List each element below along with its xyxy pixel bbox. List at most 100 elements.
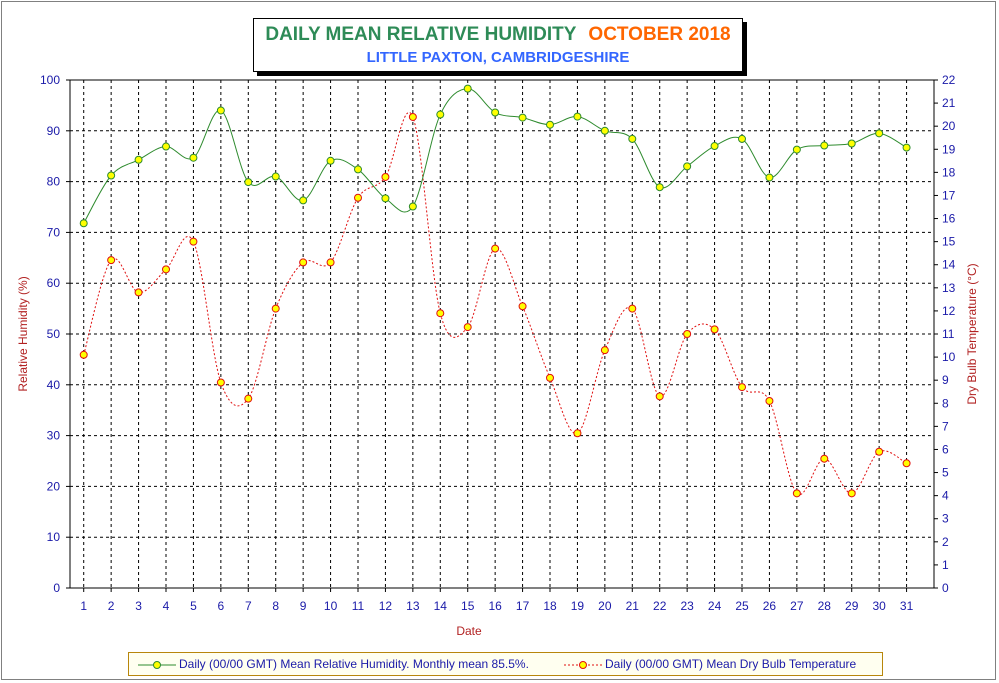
legend-humidity-label: Daily (00/00 GMT) Mean Relative Humidity… xyxy=(179,657,529,671)
temperature-point xyxy=(738,383,746,392)
humidity-point xyxy=(271,172,280,181)
x-tick-label: 2 xyxy=(108,599,115,613)
humidity-point xyxy=(792,145,801,154)
y-tick-label-right: 7 xyxy=(942,419,949,433)
humidity-point xyxy=(518,113,527,122)
y-tick-label-right: 5 xyxy=(942,466,949,480)
temperature-point xyxy=(216,378,225,387)
y-axis-label-right: Dry Bulb Temperature (°C) xyxy=(965,263,979,404)
temperature-point xyxy=(107,256,116,265)
temperature-point xyxy=(573,429,582,438)
x-tick-label: 8 xyxy=(272,599,279,613)
y-tick-label-left: 100 xyxy=(40,73,60,87)
humidity-point xyxy=(134,155,143,164)
x-tick-label: 14 xyxy=(434,599,448,613)
humidity-point xyxy=(820,141,829,150)
temperature-point xyxy=(299,258,308,267)
humidity-point xyxy=(738,134,746,143)
humidity-point xyxy=(875,129,884,138)
temperature-point xyxy=(271,304,280,313)
y-tick-label-left: 60 xyxy=(47,276,61,290)
y-tick-label-right: 17 xyxy=(942,188,956,202)
humidity-point xyxy=(436,110,445,119)
temperature-point xyxy=(518,302,527,311)
x-tick-label: 6 xyxy=(218,599,225,613)
y-tick-label-right: 16 xyxy=(942,212,956,226)
x-tick-label: 23 xyxy=(680,599,694,613)
temperature-point xyxy=(79,350,88,359)
humidity-point xyxy=(710,142,719,151)
temperature-point xyxy=(600,346,609,355)
y-tick-label-right: 15 xyxy=(942,235,956,249)
y-tick-label-right: 19 xyxy=(942,142,956,156)
humidity-point xyxy=(354,165,362,174)
y-tick-label-left: 80 xyxy=(47,175,61,189)
y-tick-label-right: 13 xyxy=(942,281,956,295)
y-tick-label-right: 20 xyxy=(942,119,956,133)
x-axis-label: Date xyxy=(456,624,482,638)
humidity-point xyxy=(902,143,911,152)
y-tick-label-right: 3 xyxy=(942,512,949,526)
y-tick-label-left: 0 xyxy=(53,581,60,595)
temperature-point xyxy=(875,447,884,456)
y-tick-label-right: 22 xyxy=(942,73,956,87)
temperature-point xyxy=(546,373,554,382)
y-tick-label-right: 14 xyxy=(942,258,956,272)
humidity-point xyxy=(491,108,500,117)
x-tick-label: 12 xyxy=(379,599,393,613)
temperature-point xyxy=(408,112,417,121)
y-tick-label-right: 10 xyxy=(942,350,956,364)
x-tick-label: 3 xyxy=(135,599,142,613)
temperature-point xyxy=(189,237,198,246)
x-tick-label: 7 xyxy=(245,599,252,613)
humidity-point xyxy=(162,142,170,151)
y-tick-label-left: 10 xyxy=(47,530,61,544)
humidity-point xyxy=(847,139,856,148)
temperature-point xyxy=(655,392,664,401)
temperature-point xyxy=(134,288,143,297)
temperature-point xyxy=(162,265,170,274)
y-tick-label-right: 8 xyxy=(942,396,949,410)
temperature-point xyxy=(326,258,335,267)
x-tick-label: 24 xyxy=(708,599,722,613)
humidity-point xyxy=(683,162,692,171)
x-tick-label: 21 xyxy=(626,599,640,613)
y-tick-label-left: 40 xyxy=(47,378,61,392)
humidity-point xyxy=(79,219,88,228)
legend-humidity-swatch xyxy=(138,661,176,669)
y-tick-label-right: 0 xyxy=(942,581,949,595)
humidity-point xyxy=(573,112,582,121)
x-tick-label: 10 xyxy=(324,599,338,613)
x-tick-label: 4 xyxy=(163,599,170,613)
y-tick-label-left: 50 xyxy=(47,327,61,341)
x-tick-label: 29 xyxy=(845,599,859,613)
chart-title: DAILY MEAN RELATIVE HUMIDITY xyxy=(265,24,577,45)
temperature-point xyxy=(683,330,692,338)
humidity-point xyxy=(189,153,198,162)
humidity-point xyxy=(408,202,417,211)
humidity-point xyxy=(326,156,335,165)
x-tick-label: 25 xyxy=(735,599,749,613)
humidity-point xyxy=(244,178,253,187)
legend: Daily (00/00 GMT) Mean Relative Humidity… xyxy=(128,652,883,676)
temperature-point xyxy=(463,323,472,332)
temperature-line xyxy=(83,112,907,496)
legend-temperature-label: Daily (00/00 GMT) Mean Dry Bulb Temperat… xyxy=(605,657,857,671)
y-tick-label-right: 18 xyxy=(942,165,956,179)
humidity-point xyxy=(463,84,472,93)
x-tick-label: 19 xyxy=(571,599,585,613)
humidity-point xyxy=(216,106,225,115)
x-tick-label: 20 xyxy=(598,599,612,613)
temperature-point xyxy=(847,489,856,498)
y-tick-label-right: 1 xyxy=(942,558,949,572)
x-tick-label: 22 xyxy=(653,599,667,613)
temperature-point xyxy=(765,396,774,405)
temperature-point xyxy=(902,459,911,468)
x-tick-label: 27 xyxy=(790,599,804,613)
x-tick-label: 30 xyxy=(872,599,886,613)
humidity-point xyxy=(546,120,554,129)
chart-subtitle: LITTLE PAXTON, CAMBRIDGESHIRE xyxy=(366,49,630,66)
temperature-point xyxy=(381,172,390,181)
x-tick-label: 11 xyxy=(352,599,365,613)
